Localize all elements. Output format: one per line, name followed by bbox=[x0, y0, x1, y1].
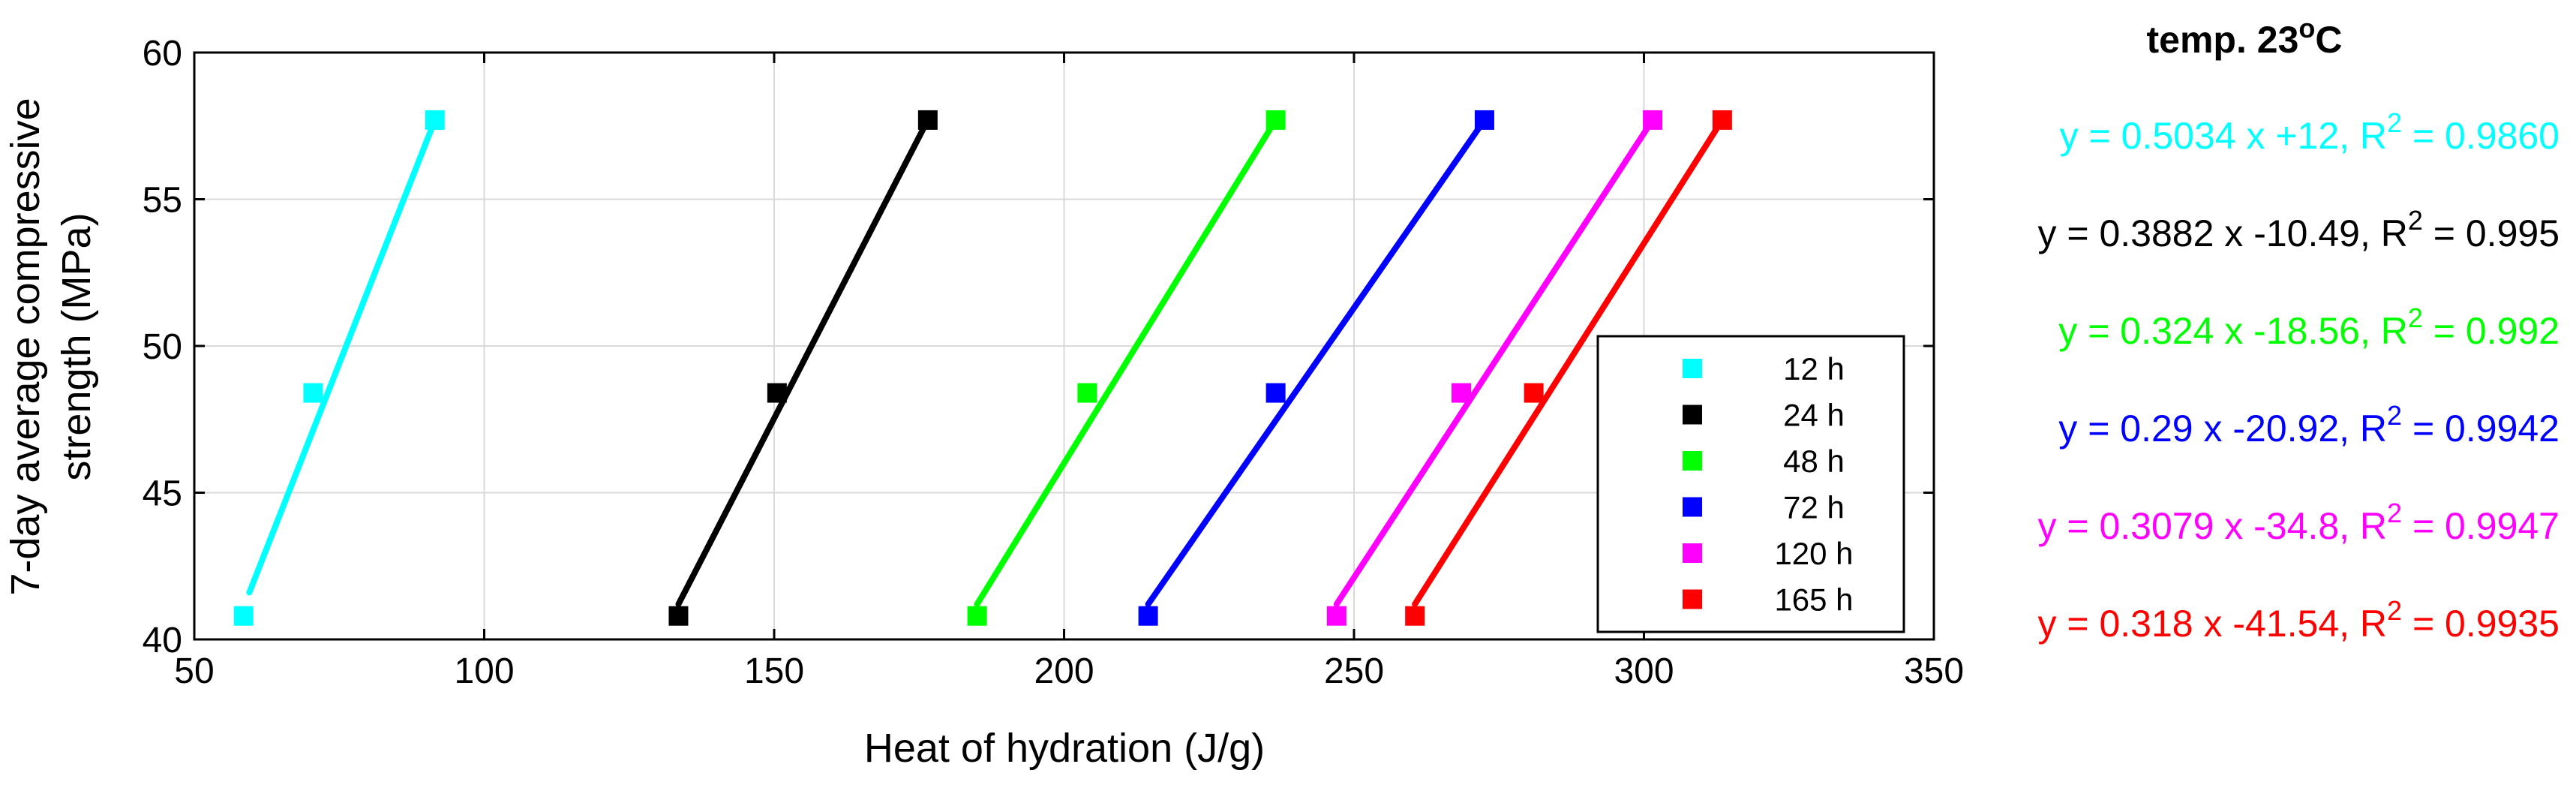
x-tick-label: 250 bbox=[1324, 651, 1384, 691]
legend-label-12h: 12 h bbox=[1783, 351, 1845, 386]
y-tick-label: 40 bbox=[143, 621, 182, 660]
point-165h bbox=[1524, 383, 1544, 403]
point-48h bbox=[1265, 110, 1286, 130]
equation-120h: y = 0.3079 x -34.8, R2 = 0.9947 bbox=[2037, 498, 2559, 547]
equation-165h: y = 0.318 x -41.54, R2 = 0.9935 bbox=[2037, 595, 2559, 645]
point-120h bbox=[1326, 606, 1347, 626]
point-72h bbox=[1138, 606, 1158, 626]
legend-label-24h: 24 h bbox=[1783, 398, 1845, 433]
legend-swatch-72h bbox=[1683, 497, 1702, 517]
equation-12h: y = 0.5034 x +12, R2 = 0.9860 bbox=[2060, 107, 2559, 157]
y-axis-label-line1: 7-day average compressive bbox=[3, 98, 48, 595]
x-tick-label: 100 bbox=[454, 651, 514, 691]
fit-line-72h bbox=[1145, 116, 1488, 608]
x-tick-label: 300 bbox=[1614, 651, 1674, 691]
legend-box bbox=[1596, 335, 1905, 633]
equation-72h: y = 0.29 x -20.92, R2 = 0.9942 bbox=[2058, 400, 2559, 450]
y-tick-label: 45 bbox=[143, 474, 182, 514]
point-12h bbox=[233, 606, 254, 626]
point-12h bbox=[303, 383, 323, 403]
fit-lines bbox=[246, 116, 1725, 608]
legend: 12 h 24 h 48 h 72 h 120 h 165 h bbox=[1596, 335, 1905, 633]
x-tick-label: 150 bbox=[744, 651, 804, 691]
x-tick-label: 350 bbox=[1904, 651, 1964, 691]
point-72h bbox=[1265, 383, 1286, 403]
legend-label-48h: 48 h bbox=[1783, 444, 1845, 479]
point-72h bbox=[1474, 110, 1494, 130]
chart-title-main: temp. 23 bbox=[2147, 19, 2299, 61]
fit-line-48h bbox=[974, 116, 1279, 608]
legend-swatch-120h bbox=[1683, 543, 1702, 563]
legend-label-72h: 72 h bbox=[1783, 490, 1845, 525]
point-120h bbox=[1643, 110, 1663, 130]
x-tick-label: 50 bbox=[174, 651, 214, 691]
axis-ticks: 50 100 150 200 250 300 350 40 45 50 55 60 bbox=[143, 34, 1964, 691]
point-120h bbox=[1452, 383, 1472, 403]
point-24h bbox=[767, 383, 787, 403]
point-165h bbox=[1712, 110, 1732, 130]
y-tick-label: 50 bbox=[143, 327, 182, 367]
fit-line-165h bbox=[1412, 116, 1725, 608]
legend-label-120h: 120 h bbox=[1774, 536, 1853, 571]
legend-swatch-48h bbox=[1683, 451, 1702, 471]
x-tick-label: 200 bbox=[1034, 651, 1094, 691]
chart-title-unit: C bbox=[2315, 19, 2342, 61]
point-24h bbox=[668, 606, 689, 626]
legend-label-165h: 165 h bbox=[1774, 582, 1853, 618]
point-12h bbox=[425, 110, 445, 130]
equation-48h: y = 0.324 x -18.56, R2 = 0.992 bbox=[2058, 302, 2559, 352]
x-axis-label: Heat of hydration (J/g) bbox=[864, 726, 1265, 771]
legend-swatch-165h bbox=[1683, 589, 1702, 609]
fit-line-12h bbox=[246, 116, 438, 596]
y-axis-label-line2: strength (MPa) bbox=[54, 212, 99, 480]
fit-line-24h bbox=[675, 116, 931, 608]
point-24h bbox=[917, 110, 938, 130]
y-tick-label: 55 bbox=[143, 181, 182, 221]
regression-equations: y = 0.5034 x +12, R2 = 0.9860 y = 0.3882 … bbox=[2037, 107, 2559, 645]
equation-24h: y = 0.3882 x -10.49, R2 = 0.995 bbox=[2038, 205, 2560, 254]
point-48h bbox=[1077, 383, 1097, 403]
data-markers bbox=[233, 110, 1732, 626]
point-165h bbox=[1405, 606, 1425, 626]
point-48h bbox=[967, 606, 987, 626]
chart-title-degree: o bbox=[2298, 13, 2315, 44]
fit-line-120h bbox=[1333, 116, 1656, 608]
legend-swatch-24h bbox=[1683, 405, 1702, 425]
legend-swatch-12h bbox=[1683, 359, 1702, 378]
y-tick-label: 60 bbox=[143, 34, 182, 74]
chart-title: temp. 23oC bbox=[2147, 13, 2343, 61]
